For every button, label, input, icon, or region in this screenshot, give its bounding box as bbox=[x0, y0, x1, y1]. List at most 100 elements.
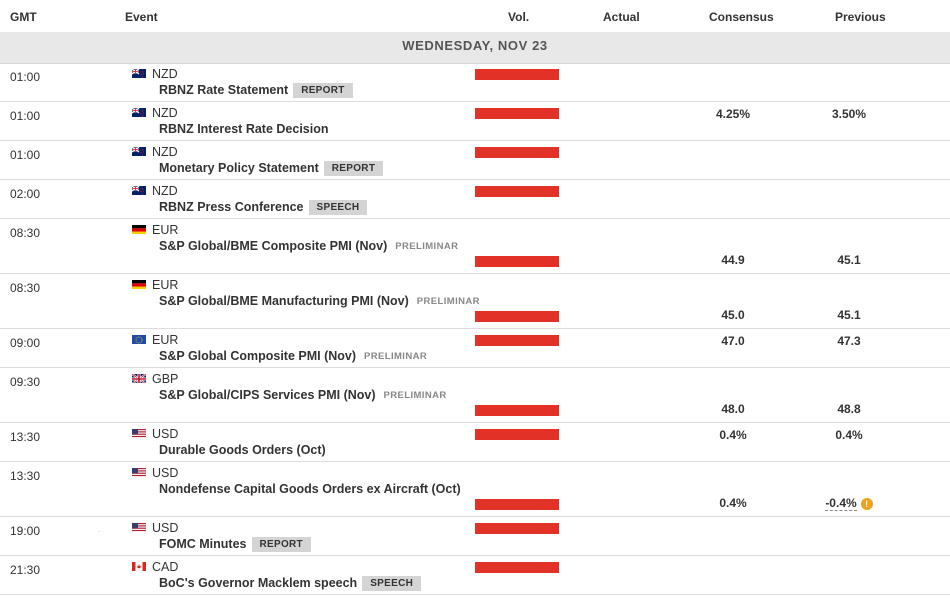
preliminary-label: PRELIMINAR bbox=[416, 296, 480, 307]
day-header: WEDNESDAY, NOV 23 bbox=[0, 32, 950, 64]
event-time: 08:30 bbox=[10, 281, 41, 295]
de-flag-icon bbox=[132, 224, 146, 234]
ca-flag-icon bbox=[132, 561, 146, 571]
event-currency: CAD bbox=[152, 560, 179, 574]
col-consensus[interactable]: Consensus bbox=[709, 10, 774, 24]
event-time: 13:30 bbox=[10, 430, 41, 444]
previous-value: 47.3 bbox=[837, 334, 861, 348]
gb-flag-icon bbox=[132, 373, 146, 383]
event-time: 02:00 bbox=[10, 187, 41, 201]
event-row[interactable]: 01:00 NZD Monetary Policy Statement REPORT bbox=[0, 141, 950, 180]
event-name[interactable]: S&P Global/BME Composite PMI (Nov) bbox=[159, 239, 388, 253]
event-tag-badge: SPEECH bbox=[362, 576, 422, 591]
previous-value: 0.4% bbox=[835, 428, 863, 442]
event-title-line: Nondefense Capital Goods Orders ex Aircr… bbox=[159, 482, 461, 496]
event-time: 01:00 bbox=[10, 148, 41, 162]
event-time: 08:30 bbox=[10, 226, 41, 240]
volatility-bar bbox=[475, 256, 559, 267]
previous-value: 3.50% bbox=[831, 107, 867, 121]
event-title-line: Monetary Policy Statement REPORT bbox=[159, 161, 384, 176]
event-row[interactable]: 08:30 EUR S&P Global/BME Manufacturing PMI… bbox=[0, 274, 950, 329]
marker-dot: · bbox=[98, 527, 101, 536]
event-row[interactable]: 01:00 NZD RBNZ Interest Rate Decision 4.25%… bbox=[0, 102, 950, 141]
col-event[interactable]: Event bbox=[125, 10, 158, 24]
event-currency: EUR bbox=[152, 223, 179, 237]
volatility-bar bbox=[475, 108, 559, 119]
volatility-bar bbox=[475, 186, 559, 197]
event-row[interactable]: 02:00 NZD RBNZ Press Conference SPEECH bbox=[0, 180, 950, 219]
event-row[interactable]: 13:30 USD Nondefense Capital Goods Orders … bbox=[0, 462, 950, 517]
event-currency: EUR bbox=[152, 333, 179, 347]
event-tag-badge: SPEECH bbox=[308, 200, 368, 215]
event-row[interactable]: 19:00 · USD FOMC Minutes REPORT bbox=[0, 517, 950, 556]
event-name[interactable]: S&P Global/BME Manufacturing PMI (Nov) bbox=[159, 294, 409, 308]
event-tag-badge: REPORT bbox=[251, 537, 311, 552]
event-name[interactable]: Nondefense Capital Goods Orders ex Aircr… bbox=[159, 482, 461, 496]
preliminary-label: PRELIMINAR bbox=[395, 241, 459, 252]
event-title-line: RBNZ Press Conference SPEECH bbox=[159, 200, 368, 215]
volatility-bar bbox=[475, 311, 559, 322]
previous-value: 45.1 bbox=[837, 308, 861, 322]
col-gmt[interactable]: GMT bbox=[10, 10, 37, 24]
volatility-bar bbox=[475, 499, 559, 510]
event-title-line: S&P Global Composite PMI (Nov) PRELIMINAR bbox=[159, 349, 427, 363]
event-title-line: RBNZ Rate Statement REPORT bbox=[159, 83, 353, 98]
event-currency: NZD bbox=[152, 106, 178, 120]
revised-warning-icon[interactable]: ! bbox=[860, 498, 873, 510]
col-actual[interactable]: Actual bbox=[603, 10, 640, 24]
event-currency: USD bbox=[152, 521, 179, 535]
event-name[interactable]: Monetary Policy Statement bbox=[159, 161, 319, 175]
event-name[interactable]: RBNZ Press Conference bbox=[159, 200, 304, 214]
event-currency: NZD bbox=[152, 67, 178, 81]
event-row[interactable]: 08:30 EUR S&P Global/BME Composite PMI (No… bbox=[0, 219, 950, 274]
event-title-line: Durable Goods Orders (Oct) bbox=[159, 443, 326, 457]
volatility-bar bbox=[475, 405, 559, 416]
event-title-line: RBNZ Interest Rate Decision bbox=[159, 122, 328, 136]
event-currency: GBP bbox=[152, 372, 179, 386]
volatility-bar bbox=[475, 335, 559, 346]
event-name[interactable]: RBNZ Interest Rate Decision bbox=[159, 122, 329, 136]
event-currency: NZD bbox=[152, 184, 178, 198]
event-tag-badge: REPORT bbox=[293, 83, 353, 98]
previous-value: -0.4%! bbox=[815, 496, 883, 511]
us-flag-icon bbox=[132, 467, 146, 477]
event-title-line: S&P Global/BME Composite PMI (Nov) PRELIM… bbox=[159, 239, 458, 253]
consensus-value: 45.0 bbox=[721, 308, 745, 322]
event-row[interactable]: 09:30 GBP S&P Global/CIPS Services PMI (No… bbox=[0, 368, 950, 423]
event-name[interactable]: S&P Global/CIPS Services PMI (Nov) bbox=[159, 388, 376, 402]
event-time: 01:00 bbox=[10, 70, 41, 84]
preliminary-label: PRELIMINAR bbox=[383, 390, 447, 401]
event-name[interactable]: Durable Goods Orders (Oct) bbox=[159, 443, 326, 457]
event-title-line: FOMC Minutes REPORT bbox=[159, 537, 311, 552]
volatility-bar bbox=[475, 69, 559, 80]
event-row[interactable]: 09:00 EUR S&P Global Composite PMI (Nov) PR… bbox=[0, 329, 950, 368]
event-list: 01:00 NZD RBNZ Rate Statement REPORT 01:00 NZ… bbox=[0, 63, 950, 595]
event-time: 21:30 bbox=[10, 563, 41, 577]
us-flag-icon bbox=[132, 428, 146, 438]
event-title-line: S&P Global/BME Manufacturing PMI (Nov) PR… bbox=[159, 294, 480, 308]
col-vol[interactable]: Vol. bbox=[508, 10, 530, 24]
nz-flag-icon bbox=[132, 146, 146, 156]
consensus-value: 0.4% bbox=[719, 428, 747, 442]
event-name[interactable]: FOMC Minutes bbox=[159, 537, 247, 551]
consensus-value: 48.0 bbox=[721, 402, 745, 416]
previous-value: 45.1 bbox=[837, 253, 861, 267]
consensus-value: 0.4% bbox=[719, 496, 747, 510]
col-previous[interactable]: Previous bbox=[835, 10, 886, 24]
event-time: 01:00 bbox=[10, 109, 41, 123]
consensus-value: 47.0 bbox=[721, 334, 745, 348]
event-row[interactable]: 01:00 NZD RBNZ Rate Statement REPORT bbox=[0, 63, 950, 102]
nz-flag-icon bbox=[132, 185, 146, 195]
us-flag-icon bbox=[132, 522, 146, 532]
event-row[interactable]: 13:30 USD Durable Goods Orders (Oct) 0.4% 0.… bbox=[0, 423, 950, 462]
previous-value: 48.8 bbox=[837, 402, 861, 416]
event-row[interactable]: 21:30 CAD BoC's Governor Macklem speech SPE… bbox=[0, 556, 950, 595]
volatility-bar bbox=[475, 147, 559, 158]
event-name[interactable]: S&P Global Composite PMI (Nov) bbox=[159, 349, 357, 363]
event-name[interactable]: RBNZ Rate Statement bbox=[159, 83, 289, 97]
event-title-line: BoC's Governor Macklem speech SPEECH bbox=[159, 576, 422, 591]
event-name[interactable]: BoC's Governor Macklem speech bbox=[159, 576, 358, 590]
volatility-bar bbox=[475, 429, 559, 440]
event-currency: EUR bbox=[152, 278, 179, 292]
previous-value-text: -0.4% bbox=[825, 496, 857, 511]
